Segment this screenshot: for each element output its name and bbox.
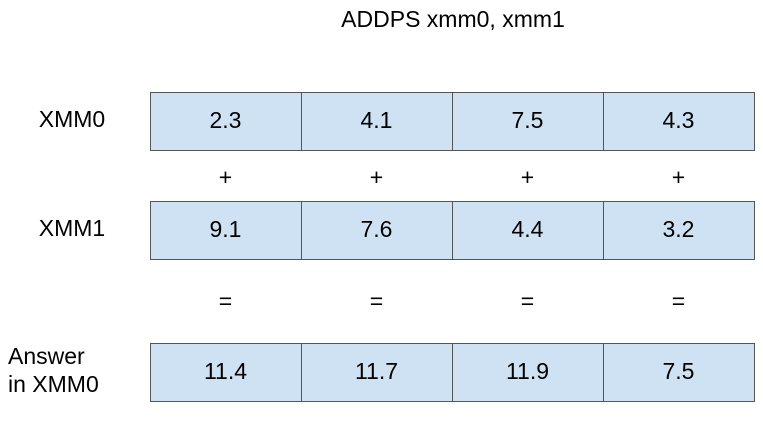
cell-value: 4.3 [663, 107, 695, 133]
cell-value: 11.4 [204, 358, 247, 384]
row-label: XMM1 [39, 215, 105, 241]
row-label: Answer [8, 343, 85, 369]
register-cell [150, 92, 302, 151]
register-cell [452, 92, 604, 151]
operator: + [521, 164, 534, 190]
operator: = [521, 288, 534, 314]
register-cell [603, 343, 755, 402]
cell-value: 3.2 [663, 216, 695, 242]
cell-value: 4.4 [512, 216, 544, 242]
cell-value: 9.1 [210, 216, 242, 242]
cell-value: 7.5 [512, 107, 544, 133]
register-cell [301, 92, 453, 151]
register-cell [603, 92, 755, 151]
operator: = [370, 288, 383, 314]
cell-value: 2.3 [210, 107, 242, 133]
operator: = [219, 288, 232, 314]
operator: + [219, 164, 232, 190]
row-label: XMM0 [39, 106, 105, 132]
register-cell [452, 201, 604, 260]
row-label: in XMM0 [8, 371, 99, 397]
register-cell [301, 343, 453, 402]
cell-value: 11.7 [355, 358, 398, 384]
register-cell [603, 201, 755, 260]
cell-value: 7.5 [663, 358, 695, 384]
title: ADDPS xmm0, xmm1 [341, 6, 565, 32]
operator: + [370, 164, 383, 190]
operator: + [672, 164, 685, 190]
operator: = [672, 288, 685, 314]
cell-value: 4.1 [361, 107, 393, 133]
register-cell [150, 343, 302, 402]
cell-value: 7.6 [361, 216, 393, 242]
register-cell [150, 201, 302, 260]
cell-value: 11.9 [506, 358, 549, 384]
register-cell [301, 201, 453, 260]
